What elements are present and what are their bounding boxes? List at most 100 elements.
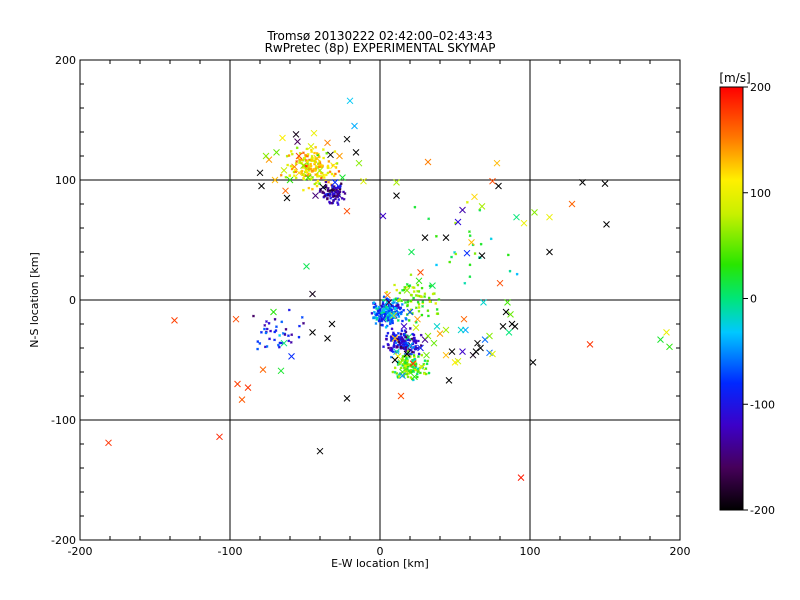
data-point-dot: [314, 164, 318, 168]
data-point-dot: [374, 304, 378, 308]
data-point-dot: [374, 322, 378, 325]
data-point-dot: [287, 334, 290, 338]
data-point-x: [504, 299, 511, 306]
data-point-dot: [410, 293, 414, 297]
data-point-dot: [330, 172, 334, 176]
data-point-x: [351, 122, 358, 130]
data-point-dot: [283, 333, 287, 336]
data-point-x: [271, 176, 279, 184]
data-point-x: [259, 366, 267, 373]
data-point-dot: [285, 154, 289, 158]
data-point-dot: [423, 359, 427, 363]
data-point-dot: [304, 153, 307, 157]
data-point-x: [478, 203, 486, 210]
data-point-dot: [301, 188, 305, 192]
data-point-x: [412, 324, 420, 331]
data-point-dot: [414, 306, 418, 310]
data-point-x: [291, 163, 298, 171]
data-point-dot: [313, 169, 317, 173]
data-point-dot: [406, 359, 409, 363]
data-point-dot: [326, 196, 329, 200]
data-point-dot: [307, 186, 311, 190]
y-tick-label: 100: [55, 174, 76, 187]
data-point-dot: [265, 327, 269, 331]
data-point-dot: [315, 152, 319, 155]
data-point-x: [390, 312, 397, 319]
data-point-x: [478, 252, 486, 259]
data-point-x: [406, 342, 414, 349]
data-point-dot: [427, 371, 431, 375]
data-point-dot: [268, 337, 271, 341]
data-point-dot: [428, 284, 432, 288]
data-point-x: [105, 439, 112, 447]
data-point-dot: [289, 340, 293, 344]
data-point-dot: [419, 333, 423, 337]
data-point-dot: [333, 150, 337, 154]
data-point-dot: [393, 300, 396, 304]
data-point-x: [417, 344, 424, 352]
data-point-dot: [403, 329, 407, 333]
data-point-x: [384, 291, 391, 299]
data-point-dot: [267, 321, 271, 325]
data-point-dot: [414, 365, 418, 369]
data-point-dot: [403, 361, 407, 365]
data-point-dot: [431, 292, 435, 296]
data-point-dot: [377, 305, 381, 309]
data-point-dot: [404, 316, 408, 320]
data-point-x: [277, 367, 285, 375]
data-point-x: [418, 363, 426, 371]
data-point-x: [397, 392, 405, 400]
chart-subtitle: RwPretec (8p) EXPERIMENTAL SKYMAP: [265, 41, 496, 55]
data-point-x: [346, 97, 354, 105]
data-point-dot: [332, 185, 336, 188]
data-point-x: [171, 317, 178, 324]
data-point-dot: [385, 334, 389, 338]
data-point-dot: [454, 252, 458, 256]
data-point-x: [423, 351, 430, 359]
data-point-dot: [280, 320, 284, 324]
data-point-dot: [322, 156, 326, 160]
data-point-dot: [382, 345, 385, 349]
data-point-dot: [336, 203, 340, 207]
data-point-dot: [396, 345, 399, 349]
data-point-dot: [304, 169, 308, 173]
data-point-dot: [397, 340, 401, 344]
data-point-x: [334, 191, 342, 198]
data-point-x: [463, 249, 471, 257]
data-point-dot: [310, 158, 314, 162]
data-point-dot: [263, 323, 267, 327]
data-point-x: [666, 343, 673, 351]
data-point-dot: [489, 237, 493, 241]
data-point-x: [292, 131, 300, 138]
data-point-dot: [402, 339, 405, 343]
data-point-x: [451, 359, 459, 366]
data-point-dot: [417, 352, 421, 356]
data-point-x: [273, 149, 280, 156]
data-point-dot: [418, 371, 422, 375]
data-point-x: [295, 169, 303, 177]
data-point-x: [480, 299, 487, 306]
data-point-dot: [377, 311, 381, 315]
data-point-dot: [417, 305, 421, 309]
data-point-dot: [404, 301, 407, 304]
data-point-x: [454, 218, 462, 226]
data-point-dot: [388, 348, 392, 352]
data-point-dot: [434, 302, 438, 305]
data-point-dot: [417, 309, 421, 313]
data-point-x: [511, 323, 519, 330]
data-point-dot: [265, 320, 268, 323]
data-point-dot: [284, 327, 288, 331]
data-point-x: [546, 213, 553, 221]
data-point-dot: [334, 197, 337, 201]
data-point-x: [496, 279, 504, 287]
data-point-dot: [409, 376, 413, 379]
data-point-x: [238, 396, 246, 403]
data-point-dot: [313, 151, 316, 155]
x-tick-label: 100: [520, 545, 541, 558]
data-point-dot: [437, 298, 441, 301]
data-point-dot: [413, 336, 416, 340]
colorbar-tick-label: 100: [750, 187, 771, 200]
data-point-dot: [310, 170, 314, 173]
data-point-dot: [386, 342, 390, 346]
y-tick-label: -100: [51, 414, 76, 427]
